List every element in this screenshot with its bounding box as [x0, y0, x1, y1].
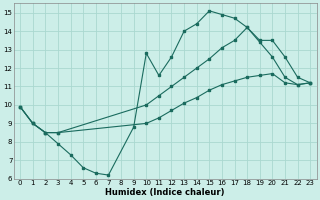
- X-axis label: Humidex (Indice chaleur): Humidex (Indice chaleur): [106, 188, 225, 197]
